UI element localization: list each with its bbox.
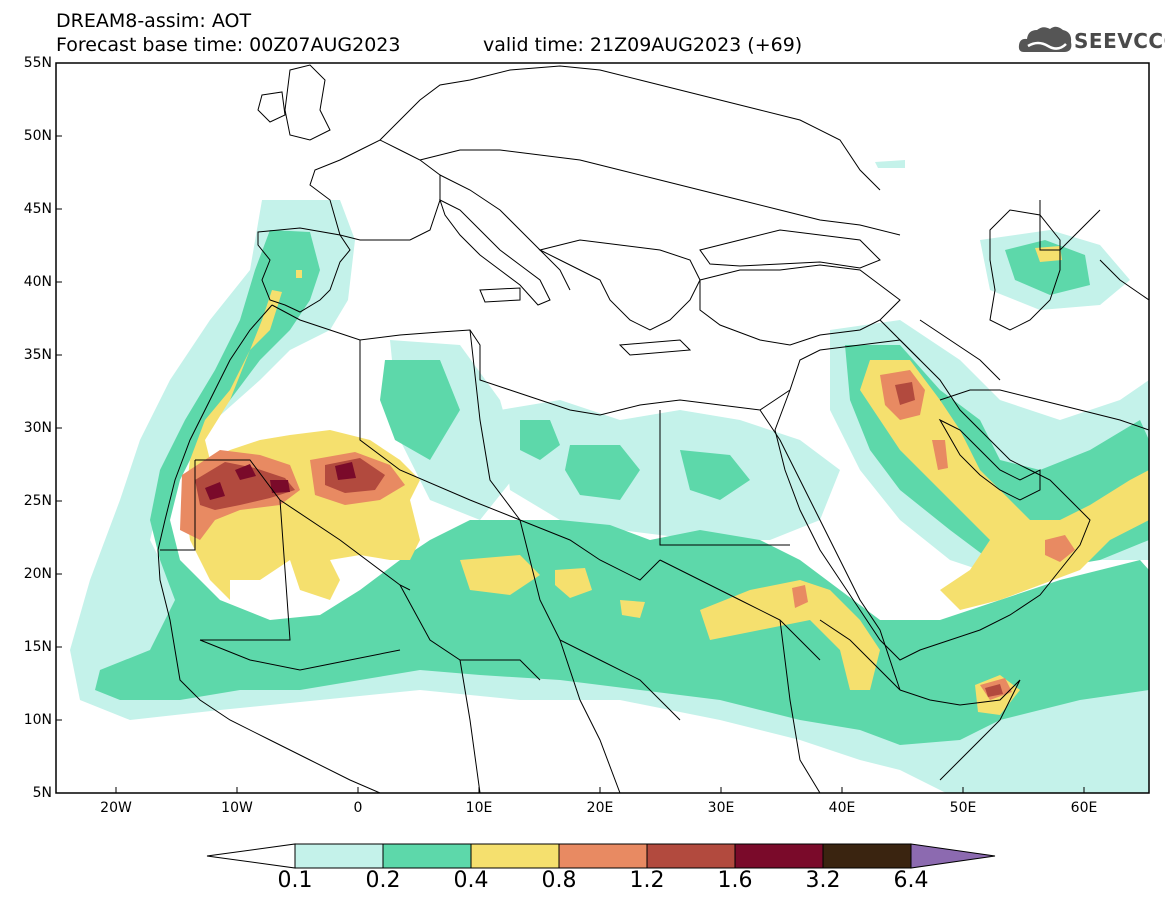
seevccc-logo: SEEVCCC xyxy=(1018,22,1165,58)
colorbar-label: 1.6 xyxy=(717,868,753,893)
colorbar-label: 6.4 xyxy=(893,868,929,893)
lon-label: 40E xyxy=(828,800,856,816)
lon-label: 20E xyxy=(586,800,614,816)
lat-label: 10N xyxy=(23,712,52,728)
axis-ticks xyxy=(56,62,1085,793)
colorbar-label: 0.1 xyxy=(277,868,313,893)
valid-time: valid time: 21Z09AUG2023 (+69) xyxy=(483,34,803,56)
logo-text: SEEVCCC xyxy=(1074,29,1165,53)
cloud-icon xyxy=(1018,26,1072,52)
aot-field xyxy=(70,64,1149,793)
lat-label: 20N xyxy=(23,566,52,582)
lat-label: 25N xyxy=(23,493,52,509)
lat-label: 30N xyxy=(23,420,52,436)
lat-label: 15N xyxy=(23,639,52,655)
colorbar-label: 0.4 xyxy=(453,868,489,893)
colorbar-label: 1.2 xyxy=(629,868,665,893)
lon-label: 30E xyxy=(707,800,735,816)
lon-label: 20W xyxy=(100,800,132,816)
lon-label: 10W xyxy=(221,800,253,816)
lat-label: 45N xyxy=(23,201,52,217)
lat-label: 5N xyxy=(32,785,52,801)
lon-label: 0 xyxy=(353,800,363,816)
lat-label: 55N xyxy=(23,55,52,71)
colorbar-label: 0.2 xyxy=(365,868,401,893)
title-line-1: DREAM8-assim: AOT xyxy=(56,10,252,32)
lat-label: 35N xyxy=(23,347,52,363)
lon-label: 60E xyxy=(1070,800,1098,816)
lat-label: 50N xyxy=(23,128,52,144)
colorbar-label: 0.8 xyxy=(541,868,577,893)
lon-label: 10E xyxy=(465,800,493,816)
forecast-base-time: Forecast base time: 00Z07AUG2023 xyxy=(56,34,401,56)
lat-label: 40N xyxy=(23,274,52,290)
colorbar-label: 3.2 xyxy=(805,868,841,893)
lon-label: 50E xyxy=(949,800,977,816)
title-line-2: Forecast base time: 00Z07AUG2023 valid ti… xyxy=(56,34,802,56)
